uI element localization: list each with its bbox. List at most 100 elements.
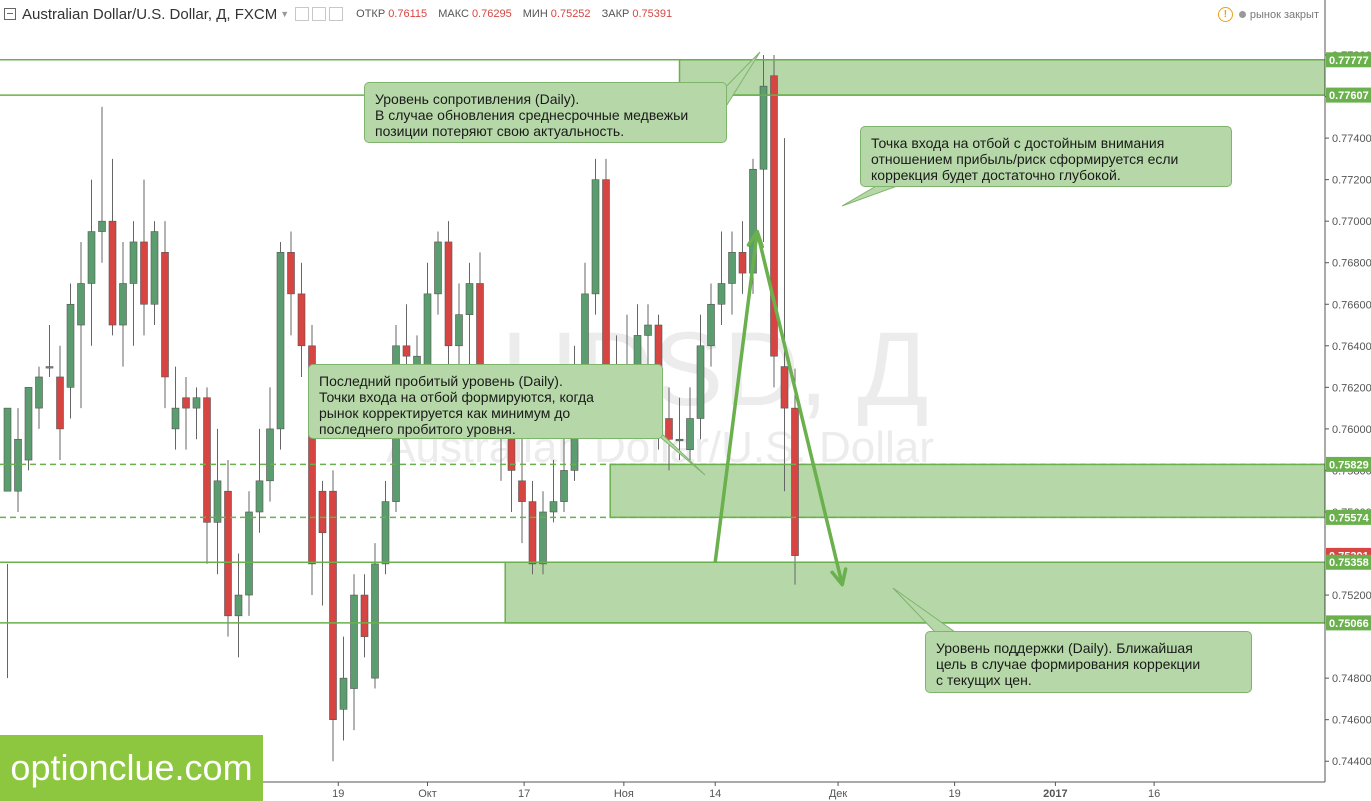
candle	[234, 553, 243, 658]
note-entry-point[interactable]: Точка входа на отбой с достойным внимани…	[860, 126, 1232, 187]
candle-body	[287, 252, 295, 295]
price-label-bg	[1326, 456, 1371, 472]
note-broken-level[interactable]: Последний пробитый уровень (Daily). Точк…	[308, 364, 663, 439]
candle	[297, 262, 306, 377]
price-label: 0.77777	[1329, 55, 1369, 67]
candle	[213, 428, 222, 575]
candle-body	[171, 407, 180, 430]
candle	[717, 231, 726, 326]
x-tick-label: 19	[332, 788, 344, 800]
candle	[24, 387, 33, 471]
zone-broken	[609, 463, 1326, 519]
collapse-icon[interactable]	[4, 8, 16, 20]
candle-body	[780, 366, 789, 409]
candle-body	[24, 387, 33, 461]
candle	[245, 491, 253, 616]
candle	[171, 366, 180, 450]
brand-logo[interactable]: optionclue.com	[0, 735, 263, 801]
candle	[549, 460, 558, 523]
pointer-entry	[841, 184, 901, 207]
price-label: 0.75358	[1329, 557, 1369, 569]
candle-body	[35, 376, 43, 409]
price-axis[interactable]: 0.778000.776000.774000.772000.770000.768…	[1324, 0, 1371, 801]
x-tick-label: 17	[518, 788, 530, 800]
note-support[interactable]: Уровень поддержки (Daily). Ближайшая цел…	[925, 631, 1252, 693]
candle-body	[140, 241, 148, 305]
candle	[224, 460, 232, 637]
y-tick-label: 0.76600	[1332, 299, 1371, 311]
low-label: МИН	[522, 8, 548, 20]
price-label: 0.75829	[1329, 459, 1369, 471]
x-tick-label: 2017	[1043, 788, 1067, 800]
candle	[780, 138, 789, 492]
candle-body	[644, 324, 652, 336]
candle-body	[234, 594, 243, 617]
price-label-bg	[1326, 52, 1371, 68]
low-value: 0.75252	[550, 8, 591, 20]
candle-body	[297, 293, 306, 347]
candle	[182, 376, 190, 450]
projection-arrows	[713, 229, 848, 587]
note-line: коррекция будет достаточно глубокой.	[871, 167, 1121, 183]
candle-body	[770, 75, 778, 357]
candle-body	[45, 366, 54, 369]
close-label: ЗАКР	[601, 8, 630, 20]
candle-body	[339, 677, 348, 710]
candle-body	[129, 241, 138, 284]
y-tick-label: 0.74600	[1332, 715, 1371, 727]
candle-body	[276, 252, 285, 430]
candle-body	[602, 179, 610, 378]
note-line: последнего пробитого уровня.	[319, 421, 516, 437]
candle	[360, 574, 369, 658]
candle-body	[686, 418, 694, 450]
x-tick-label: Окт	[418, 788, 437, 800]
candle	[98, 106, 106, 263]
candle	[465, 262, 474, 377]
candle	[150, 221, 159, 326]
candle	[203, 387, 211, 564]
candle-body	[717, 283, 726, 305]
status-dot-icon	[1238, 11, 1246, 18]
candle	[255, 428, 264, 533]
x-tick-label: 14	[709, 788, 721, 800]
candle-body	[402, 345, 411, 357]
candle	[696, 314, 705, 440]
candle	[539, 491, 547, 575]
warning-icon[interactable]: !	[1217, 7, 1233, 22]
note-line: цель в случае формирования коррекции	[936, 656, 1201, 672]
candle	[266, 387, 274, 502]
candle-body	[108, 220, 117, 326]
candle-body	[350, 594, 358, 689]
candle	[45, 325, 54, 377]
candle-body	[224, 490, 232, 617]
candle-body	[203, 397, 211, 523]
y-tick-label: 0.74400	[1332, 756, 1371, 768]
candle	[644, 304, 652, 367]
settings-icon[interactable]	[295, 7, 310, 21]
candle	[728, 231, 736, 315]
candle-body	[192, 397, 201, 409]
candle-body	[318, 490, 327, 534]
note-resistance[interactable]: Уровень сопротивления (Daily). В случае …	[364, 82, 727, 143]
note-line: с текущих цен.	[936, 672, 1032, 688]
candle-body	[444, 241, 453, 347]
candle-body	[791, 407, 799, 556]
symbol-title[interactable]: Australian Dollar/U.S. Dollar, Д, FXCM	[22, 5, 278, 23]
candle-body	[360, 594, 369, 637]
chevron-down-icon[interactable]: ▼	[280, 9, 290, 19]
candle-body	[560, 470, 568, 502]
candle	[192, 387, 201, 440]
candle	[581, 262, 589, 377]
candle-body	[213, 480, 222, 523]
x-tick-label: 16	[1148, 788, 1160, 800]
candle-body	[308, 345, 316, 565]
candle	[87, 179, 96, 346]
high-value: 0.76295	[471, 8, 512, 20]
indicator-icon[interactable]	[329, 7, 344, 21]
candle	[591, 158, 600, 315]
candle	[35, 366, 43, 429]
compare-icon[interactable]	[312, 7, 327, 21]
note-line: Последний пробитый уровень (Daily).	[319, 373, 563, 389]
candle-body	[56, 376, 64, 430]
